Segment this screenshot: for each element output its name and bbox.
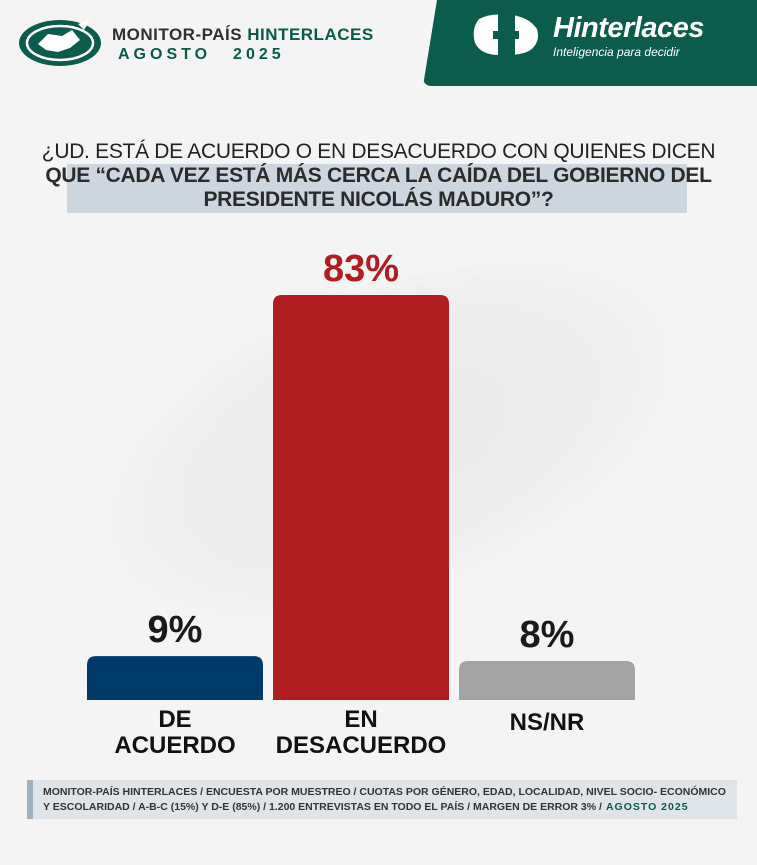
bar-0 bbox=[87, 656, 263, 700]
question-highlight-band bbox=[67, 164, 687, 213]
brand-tagline: Inteligencia para decidir bbox=[553, 45, 680, 59]
data-label-1: 83% bbox=[323, 248, 399, 290]
question-line-3: PRESIDENTE NICOLÁS MADURO”? bbox=[203, 188, 554, 211]
category-label-0-0: DE bbox=[158, 706, 191, 733]
brand-banner: Hinterlaces Inteligencia para decidir bbox=[423, 0, 757, 86]
bar-2 bbox=[459, 660, 635, 700]
question-line-1: ¿UD. ESTÁ DE ACUERDO O EN DESACUERDO CON… bbox=[41, 140, 716, 163]
brand-name: Hinterlaces bbox=[553, 12, 704, 44]
methodology-footer: MONITOR-PAÍS HINTERLACES / ENCUESTA POR … bbox=[27, 780, 737, 819]
footer-line-2-text: Y ESCOLARIDAD / A-B-C (15%) Y D-E (85%) … bbox=[43, 801, 602, 813]
footer-date: AGOSTO 2025 bbox=[605, 801, 689, 813]
bar-1 bbox=[273, 295, 449, 700]
title-main: MONITOR-PAÍS bbox=[112, 25, 243, 44]
footer-line-2: Y ESCOLARIDAD / A-B-C (15%) Y D-E (85%) … bbox=[43, 801, 689, 813]
header-title: MONITOR-PAÍS HINTERLACES bbox=[112, 25, 374, 45]
category-label-2-0: NS/NR bbox=[510, 709, 585, 736]
category-label-1-1: DESACUERDO bbox=[276, 732, 447, 759]
category-label-1-0: EN bbox=[344, 706, 377, 733]
hinterlaces-h-icon bbox=[473, 13, 538, 57]
title-brand: HINTERLACES bbox=[247, 25, 374, 44]
header-year: 2025 bbox=[233, 46, 285, 63]
question-line-2: QUE “CADA VEZ ESTÁ MÁS CERCA LA CAÍDA DE… bbox=[45, 164, 712, 187]
header-monitor-pais: MONITOR-PAÍS HINTERLACES AGOSTO 2025 bbox=[0, 0, 420, 80]
header-month: AGOSTO bbox=[118, 46, 212, 63]
header-date: AGOSTO 2025 bbox=[118, 46, 285, 64]
category-label-0-1: ACUERDO bbox=[114, 732, 235, 759]
footer-line-1: MONITOR-PAÍS HINTERLACES / ENCUESTA POR … bbox=[43, 786, 726, 798]
venezuela-globe-icon bbox=[19, 20, 101, 66]
data-label-0: 9% bbox=[148, 609, 203, 651]
data-label-2: 8% bbox=[520, 614, 575, 656]
